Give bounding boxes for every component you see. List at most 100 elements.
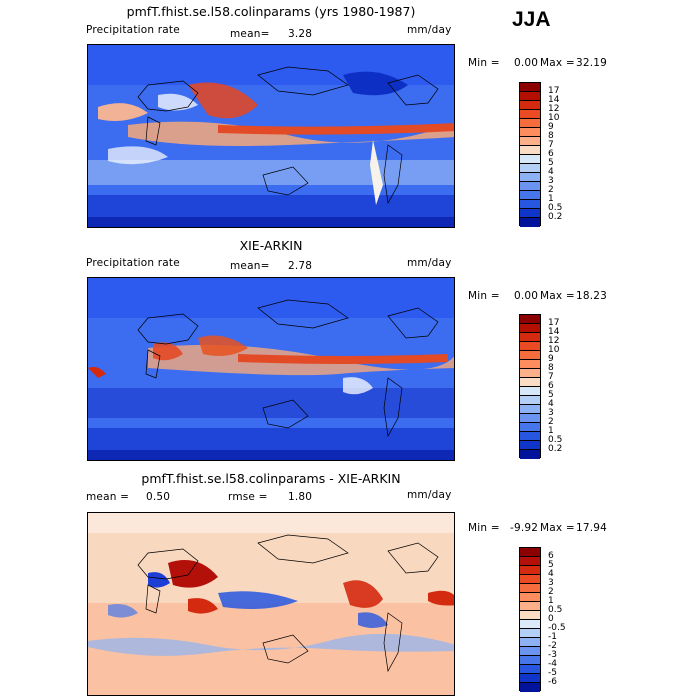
colorbar-swatch xyxy=(520,324,540,333)
panel2-stat-label: mean= xyxy=(230,260,270,272)
colorbar-label: 5 xyxy=(548,389,554,400)
colorbar-label: 1 xyxy=(548,425,554,436)
colorbar-swatch xyxy=(520,333,540,342)
colorbar-label: 17 xyxy=(548,317,560,328)
colorbar-swatch xyxy=(520,360,540,369)
panel3-rmse-value: 1.80 xyxy=(288,491,313,503)
colorbar-label: 6 xyxy=(548,550,554,561)
colorbar-label: -6 xyxy=(548,676,557,687)
colorbar-swatch xyxy=(520,209,540,218)
colorbar-swatch xyxy=(520,146,540,155)
colorbar-label: 5 xyxy=(548,559,554,570)
colorbar-label: -1 xyxy=(548,631,557,642)
colorbar-swatch xyxy=(520,164,540,173)
colorbar-swatch xyxy=(520,119,540,128)
panel2-precip-field xyxy=(88,278,454,460)
colorbar-swatch xyxy=(520,173,540,182)
colorbar-label: 5 xyxy=(548,157,554,168)
colorbar-swatch xyxy=(520,351,540,360)
colorbar-label: 3 xyxy=(548,407,554,418)
colorbar-label: 14 xyxy=(548,94,560,105)
colorbar-label: 6 xyxy=(548,380,554,391)
panel2-left-label: Precipitation rate xyxy=(86,257,180,269)
colorbar-swatch xyxy=(520,83,540,92)
colorbar-label: 17 xyxy=(548,85,560,96)
panel1-map xyxy=(87,44,455,228)
colorbar-swatch xyxy=(520,441,540,450)
colorbar-swatch xyxy=(520,200,540,209)
colorbar-swatch xyxy=(520,315,540,324)
colorbar-label: -2 xyxy=(548,640,557,651)
panel1-max-label: Max = xyxy=(540,57,575,69)
colorbar-swatch xyxy=(520,566,540,575)
colorbar-swatch xyxy=(520,602,540,611)
colorbar-label: -3 xyxy=(548,649,557,660)
colorbar-label: 3 xyxy=(548,175,554,186)
colorbar-label: 7 xyxy=(548,139,554,150)
colorbar-swatch xyxy=(520,182,540,191)
colorbar-swatch xyxy=(520,369,540,378)
colorbar-label: 0.2 xyxy=(548,211,563,222)
colorbar-swatch xyxy=(520,638,540,647)
colorbar-label: 12 xyxy=(548,103,560,114)
colorbar-swatch xyxy=(520,557,540,566)
colorbar-swatch xyxy=(520,450,540,459)
colorbar-label: 0 xyxy=(548,613,554,624)
panel3-map xyxy=(87,512,455,696)
panel3-max-label: Max = xyxy=(540,522,575,534)
colorbar-swatch xyxy=(520,575,540,584)
colorbar-swatch xyxy=(520,656,540,665)
colorbar-label: -0.5 xyxy=(548,622,566,633)
colorbar-swatch xyxy=(520,396,540,405)
colorbar-swatch xyxy=(520,665,540,674)
colorbar-label: 6 xyxy=(548,148,554,159)
colorbar-label: 14 xyxy=(548,326,560,337)
colorbar-label: 10 xyxy=(548,344,560,355)
panel2-max-label: Max = xyxy=(540,290,575,302)
panel2-colorbar xyxy=(519,314,541,459)
colorbar-label: 8 xyxy=(548,362,554,373)
colorbar-label: 2 xyxy=(548,184,554,195)
colorbar-label: 12 xyxy=(548,335,560,346)
panel2-max-value: 18.23 xyxy=(576,290,608,302)
colorbar-swatch xyxy=(520,405,540,414)
colorbar-swatch xyxy=(520,387,540,396)
colorbar-swatch xyxy=(520,414,540,423)
colorbar-label: -4 xyxy=(548,658,557,669)
panel2-units: mm/day xyxy=(407,257,452,269)
colorbar-label: 0.5 xyxy=(548,202,563,213)
colorbar-swatch xyxy=(520,548,540,557)
season-label: JJA xyxy=(512,8,551,31)
panel3-difference-field xyxy=(88,513,454,695)
panel1-colorbar xyxy=(519,82,541,227)
panel3-colorbar xyxy=(519,547,541,692)
panel2-min-label: Min = xyxy=(468,290,500,302)
colorbar-swatch xyxy=(520,92,540,101)
colorbar-swatch xyxy=(520,110,540,119)
panel1-title: pmfT.fhist.se.l58.colinparams (yrs 1980-… xyxy=(126,4,416,19)
colorbar-label: 4 xyxy=(548,398,554,409)
colorbar-label: 2 xyxy=(548,586,554,597)
colorbar-swatch xyxy=(520,191,540,200)
colorbar-swatch xyxy=(520,683,540,692)
colorbar-swatch xyxy=(520,629,540,638)
colorbar-label: 0.5 xyxy=(548,604,563,615)
colorbar-label: 10 xyxy=(548,112,560,123)
panel1-max-value: 32.19 xyxy=(576,57,608,69)
panel1-precip-field xyxy=(88,45,454,227)
colorbar-label: 4 xyxy=(548,568,554,579)
panel3-min-value: -9.92 xyxy=(510,522,539,534)
colorbar-label: 2 xyxy=(548,416,554,427)
colorbar-swatch xyxy=(520,218,540,227)
panel2-stat-value: 2.78 xyxy=(288,260,313,272)
colorbar-swatch xyxy=(520,155,540,164)
colorbar-swatch xyxy=(520,620,540,629)
panel1-stat-value: 3.28 xyxy=(288,28,313,40)
colorbar-swatch xyxy=(520,128,540,137)
colorbar-swatch xyxy=(520,137,540,146)
colorbar-swatch xyxy=(520,432,540,441)
panel3-title: pmfT.fhist.se.l58.colinparams - XIE-ARKI… xyxy=(141,471,401,486)
panel2-map xyxy=(87,277,455,461)
colorbar-swatch xyxy=(520,342,540,351)
panel1-min-label: Min = xyxy=(468,57,500,69)
